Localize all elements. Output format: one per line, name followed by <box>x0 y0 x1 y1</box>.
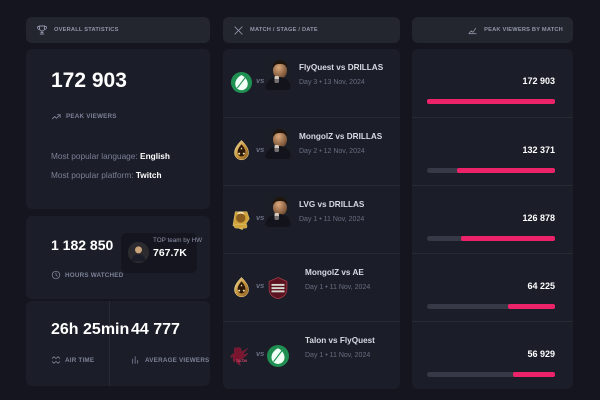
svg-text:TALON: TALON <box>236 359 248 363</box>
